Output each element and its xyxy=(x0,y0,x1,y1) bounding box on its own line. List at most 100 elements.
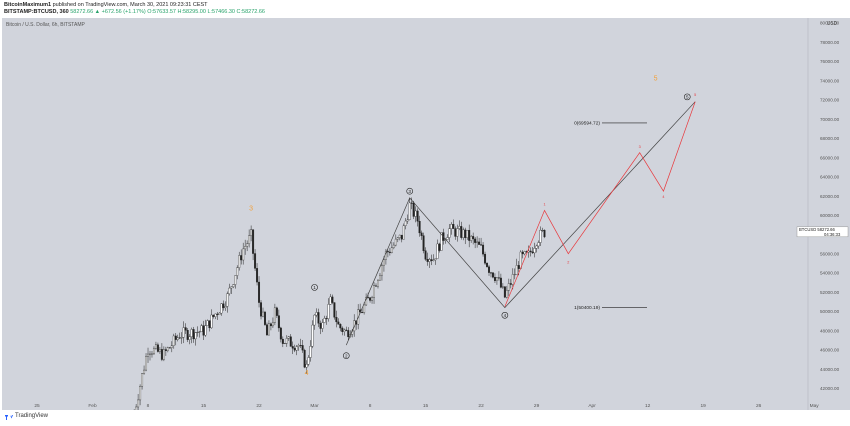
candle-body xyxy=(184,327,187,331)
candle-body xyxy=(363,304,366,313)
y-tick-label: 68000.00 xyxy=(820,136,840,141)
candle-body xyxy=(154,344,157,349)
candle-body xyxy=(408,202,411,220)
candle-body xyxy=(404,220,407,226)
candle-body xyxy=(434,258,437,261)
candle-body xyxy=(186,330,189,340)
candle-body xyxy=(353,320,356,332)
y-tick-label: 42000.00 xyxy=(820,386,840,391)
candle-body xyxy=(279,327,282,340)
candle-body xyxy=(149,353,151,355)
candle-body xyxy=(151,353,153,355)
tradingview-logo-icon[interactable] xyxy=(5,415,13,421)
tradingview-brand[interactable]: TradingView xyxy=(15,413,49,419)
wave-label-circle xyxy=(406,187,414,195)
candle-body xyxy=(210,314,213,329)
x-tick-label: 29 xyxy=(534,403,540,409)
wave-label-circle xyxy=(501,311,509,319)
candle-body xyxy=(462,229,465,238)
y-tick-label: 56000.00 xyxy=(820,251,840,256)
symbol-name: BITSTAMP:BTCUSD, 360 xyxy=(4,9,69,15)
candle-body xyxy=(192,329,195,340)
candle-body xyxy=(172,335,175,346)
candle-body xyxy=(472,236,475,240)
fib-label: 1(50400.19) xyxy=(574,305,600,311)
projection-label: 4 xyxy=(662,195,664,199)
candle-body xyxy=(543,229,546,238)
candle-body xyxy=(256,268,259,283)
projection-line xyxy=(504,101,696,307)
candle-body xyxy=(531,251,534,254)
author-name[interactable]: BitcoinMaximum1 xyxy=(4,2,52,8)
candle-body xyxy=(321,322,324,329)
candle-body xyxy=(264,311,266,325)
x-tick-label: 15 xyxy=(423,403,429,409)
candle-body xyxy=(317,312,320,324)
candle-body xyxy=(371,297,374,301)
candle-body xyxy=(430,259,433,261)
candle-body xyxy=(295,346,298,351)
candle-body xyxy=(375,285,377,287)
currency-label: USD xyxy=(827,21,838,27)
candle-body xyxy=(240,255,243,261)
candle-body xyxy=(226,293,229,307)
candle-body xyxy=(271,322,274,327)
candle-body xyxy=(535,245,538,249)
candle-body xyxy=(178,337,181,339)
candle-body xyxy=(180,337,183,339)
candle-body xyxy=(244,246,247,250)
candle-body xyxy=(238,255,241,268)
y-tick-label: 48000.00 xyxy=(820,328,840,333)
candle-body xyxy=(412,202,415,217)
candle-body xyxy=(289,336,292,347)
candle-body xyxy=(262,311,264,317)
candle-body xyxy=(204,325,207,336)
y-tick-label: 78000.00 xyxy=(820,40,840,45)
candle-body xyxy=(287,336,290,339)
candle-body xyxy=(176,337,179,340)
y-tick-label: 70000.00 xyxy=(820,117,840,122)
candle-body xyxy=(220,303,223,314)
candles xyxy=(133,197,546,423)
candle-body xyxy=(345,329,348,331)
candle-body xyxy=(206,320,209,326)
candle-body xyxy=(424,250,427,260)
wave-label: 2 xyxy=(345,353,348,358)
candle-body xyxy=(267,323,270,336)
candle-body xyxy=(495,277,498,281)
y-tick-label: 60000.00 xyxy=(820,213,840,218)
candle-body xyxy=(499,277,502,288)
candle-body xyxy=(293,348,296,351)
candle-body xyxy=(337,321,340,325)
candle-body xyxy=(164,349,167,351)
candle-body xyxy=(420,232,423,236)
candle-body xyxy=(143,369,146,374)
candle-body xyxy=(202,325,205,336)
candle-body xyxy=(541,229,544,231)
candle-body xyxy=(297,345,300,347)
candle-body xyxy=(507,283,510,291)
candle-body xyxy=(335,317,338,323)
candle-body xyxy=(533,248,536,254)
candle-body xyxy=(402,225,405,240)
time-axis[interactable]: 25 Feb 8 15 22 Mar 8 15 22 29 Apr 12 19 26 May xyxy=(34,403,819,409)
candle-body xyxy=(246,243,249,247)
candle-body xyxy=(468,230,471,241)
candle-body xyxy=(224,306,227,309)
candle-body xyxy=(139,386,142,401)
candle-body xyxy=(323,318,326,323)
candle-body xyxy=(303,349,306,368)
candle-body xyxy=(242,248,245,261)
candle-body xyxy=(291,346,294,349)
candle-body xyxy=(436,243,439,259)
candle-body xyxy=(386,251,389,253)
candle-body xyxy=(281,338,284,344)
footer: TradingView xyxy=(0,410,850,426)
candle-body xyxy=(450,224,453,229)
publish-info: BitcoinMaximum1 published on TradingView… xyxy=(4,2,208,9)
candle-body xyxy=(254,253,257,269)
fib-levels: 0(69594.72) 1(50400.19) xyxy=(574,121,647,311)
